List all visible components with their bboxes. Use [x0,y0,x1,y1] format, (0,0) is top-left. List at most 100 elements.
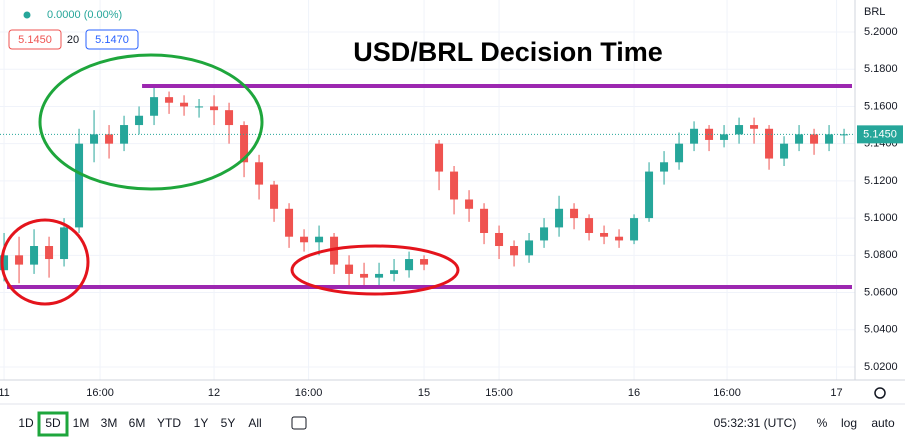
y-tick-label: 5.0200 [864,361,898,373]
candle-body [735,125,744,135]
candle-body [165,97,174,103]
candle-body [840,134,849,136]
ask-box[interactable] [85,29,139,50]
candle-body [0,255,9,271]
y-tick-label: 5.2000 [864,26,898,38]
candle-body [450,171,459,200]
candle-body [75,143,84,228]
last-price-label: 5.1450 [863,128,897,140]
scale-option[interactable]: % [817,416,828,430]
candle-body [90,134,99,144]
candle-body [30,246,39,265]
candle-body [510,246,519,256]
candle-body [720,134,729,140]
candle-body [45,246,54,260]
y-tick-label: 5.0800 [864,249,898,261]
candle-body [60,227,69,260]
candle-body [330,236,339,265]
candle-body [390,270,399,274]
range-button[interactable]: 1Y [194,416,209,430]
range-button[interactable]: 5D [45,416,61,430]
red-circle [0,218,90,306]
y-tick-label: 5.0600 [864,286,898,298]
y-tick-label: 5.1200 [864,175,898,187]
scale-option[interactable]: log [841,416,857,430]
candle-body [495,232,504,247]
range-button[interactable]: 6M [129,416,146,430]
candle-body [465,199,474,209]
candle-body [225,110,234,126]
candle-body [120,125,129,144]
candle-body [555,208,564,228]
settings-icon[interactable] [874,387,886,399]
candle-body [150,97,159,116]
currency[interactable]: BRL [864,6,885,18]
ask[interactable]: 5.1470 [95,34,129,46]
candle-body [615,236,624,241]
candle-body [270,184,279,209]
grid [0,0,855,380]
toolbar: 1D 5D 1M 3M 6M YTD 1Y 5Y All% log auto [18,416,895,430]
y-tick-label: 5.1600 [864,100,898,112]
candle-body [525,240,534,256]
candle-body [795,134,804,144]
clock: 05:32:31 (UTC) [714,416,797,430]
candle-body [210,106,219,111]
candle-body [195,106,204,108]
candle-body [345,264,354,274]
date-range-icon[interactable] [291,416,307,430]
y-tick-label: 5.0400 [864,324,898,336]
y-tick-label: 5.1000 [864,212,898,224]
range-button[interactable]: All [248,416,261,430]
x-tick-label: 12 [208,387,220,399]
candle-body [600,232,609,237]
candle-body [780,143,789,159]
candle-body [300,236,309,243]
candle-body [435,143,444,172]
candle-body [375,273,384,278]
candle-body [540,227,549,241]
range-button[interactable]: 1M [73,416,90,430]
candle-body [660,162,669,172]
y-tick-label: 5.1800 [864,63,898,75]
x-tick-label: 16:00 [295,387,323,399]
candle-body [570,208,579,219]
bid-box[interactable] [8,29,62,50]
candle-body [285,208,294,237]
red-circle [290,244,460,296]
candle-body [645,171,654,219]
range-button[interactable]: YTD [157,416,181,430]
candle-body [255,162,264,185]
x-tick-label: 16:00 [713,387,741,399]
candle-body [15,255,24,265]
candle-body [675,143,684,163]
change: 0.0000 (0.00%) [47,9,122,21]
selected-range [37,411,69,437]
candle-body [405,259,414,271]
chart-title: USD/BRL Decision Time [353,37,663,67]
x-tick-label: 15 [418,387,430,399]
scale-option[interactable]: auto [871,416,895,430]
x-tick-label: 16:00 [86,387,114,399]
candle-body [480,208,489,233]
candle-body [360,273,369,278]
candle-body [585,218,594,233]
green-circle [38,53,264,191]
range-button[interactable]: 3M [101,416,118,430]
spread: 20 [67,34,79,46]
candle-body [180,102,189,107]
candle-body [690,128,699,144]
candle-body [705,128,714,140]
candle-body [315,236,324,243]
x-tick-label: 16 [628,387,640,399]
x-tick-label: 11 [0,387,10,399]
range-button[interactable]: 1D [18,416,34,430]
candle-body [135,115,144,126]
candle-body [420,259,429,265]
last-price-box [857,125,903,144]
candle-body [240,125,249,163]
bid[interactable]: 5.1450 [18,34,52,46]
range-button[interactable]: 5Y [221,416,236,430]
